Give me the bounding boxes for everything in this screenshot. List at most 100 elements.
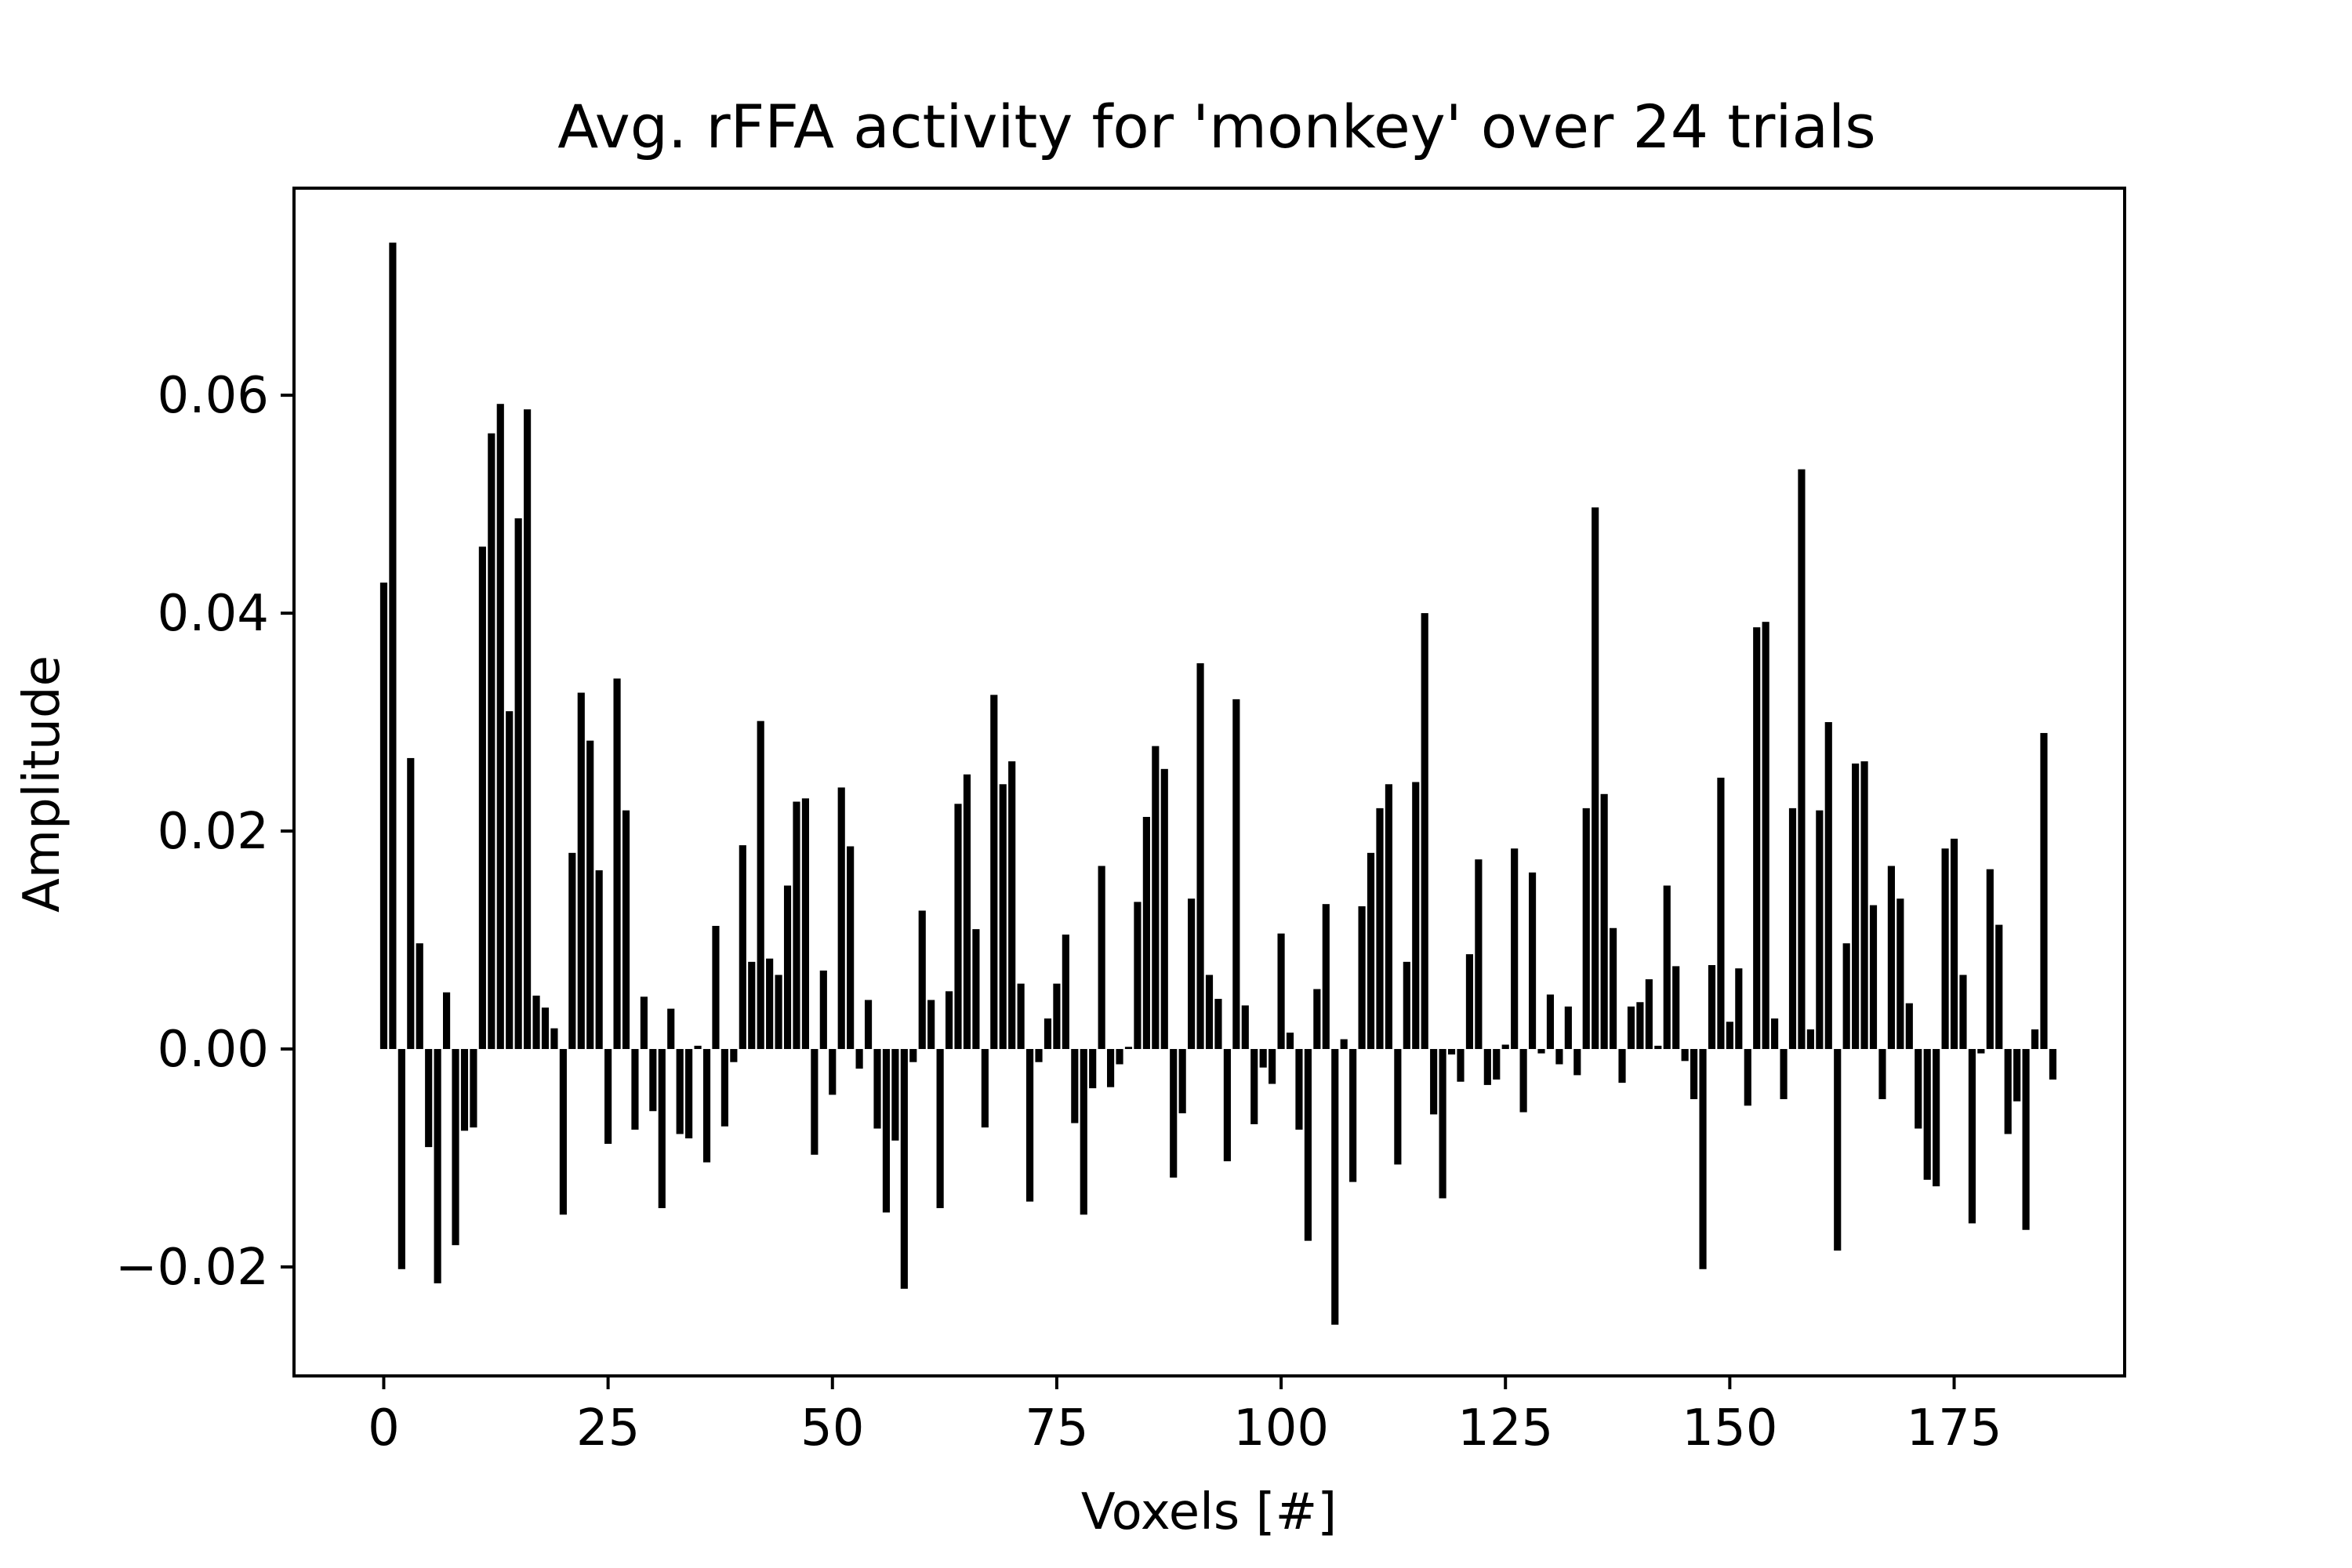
y-axis-label: Amplitude bbox=[13, 655, 71, 913]
bar-voxel-142 bbox=[1654, 1045, 1662, 1050]
bar-voxel-70 bbox=[1008, 761, 1016, 1050]
bar-voxel-74 bbox=[1044, 1018, 1052, 1050]
bar-voxel-71 bbox=[1017, 983, 1025, 1050]
bar-voxel-156 bbox=[1780, 1049, 1788, 1099]
bar-voxel-13 bbox=[496, 404, 504, 1050]
bar-voxel-171 bbox=[1915, 1049, 1922, 1129]
x-tick-label: 125 bbox=[1457, 1399, 1553, 1457]
y-tick-label: 0.00 bbox=[158, 1021, 270, 1079]
bar-voxel-42 bbox=[757, 720, 764, 1050]
bar-voxel-126 bbox=[1511, 848, 1519, 1050]
bar-voxel-162 bbox=[1834, 1049, 1842, 1251]
bar-voxel-7 bbox=[443, 992, 451, 1050]
bar-voxel-48 bbox=[811, 1049, 818, 1155]
bar-voxel-157 bbox=[1788, 808, 1797, 1050]
bar-voxel-175 bbox=[1950, 838, 1958, 1050]
bar-voxel-111 bbox=[1376, 808, 1384, 1050]
bar-voxel-12 bbox=[488, 433, 495, 1050]
bar-voxel-174 bbox=[1941, 848, 1949, 1050]
bar-voxel-104 bbox=[1313, 989, 1321, 1050]
bar-voxel-64 bbox=[954, 804, 962, 1050]
bar-voxel-141 bbox=[1645, 979, 1653, 1050]
bar-voxel-2 bbox=[397, 1049, 405, 1269]
bar-voxel-69 bbox=[999, 784, 1007, 1050]
bar-voxel-125 bbox=[1501, 1044, 1509, 1050]
bar-voxel-60 bbox=[918, 910, 926, 1050]
bar-voxel-107 bbox=[1340, 1039, 1348, 1050]
bar-voxel-136 bbox=[1600, 793, 1608, 1050]
bar-voxel-178 bbox=[1977, 1049, 1985, 1054]
bar-voxel-24 bbox=[595, 870, 603, 1050]
bar-voxel-138 bbox=[1618, 1049, 1626, 1083]
bar-voxel-6 bbox=[434, 1049, 441, 1283]
bar-voxel-28 bbox=[631, 1049, 639, 1130]
bar-voxel-159 bbox=[1806, 1029, 1814, 1050]
bar-voxel-127 bbox=[1519, 1049, 1527, 1112]
bar-voxel-65 bbox=[963, 774, 971, 1050]
bar-voxel-148 bbox=[1708, 965, 1716, 1050]
bar-voxel-16 bbox=[524, 409, 532, 1050]
bar-voxel-97 bbox=[1250, 1049, 1258, 1124]
bar-voxel-49 bbox=[819, 970, 827, 1050]
bar-voxel-4 bbox=[416, 943, 423, 1050]
bar-voxel-135 bbox=[1592, 507, 1599, 1050]
bar-voxel-75 bbox=[1053, 983, 1061, 1050]
bar-voxel-83 bbox=[1124, 1047, 1133, 1050]
bar-voxel-180 bbox=[1995, 924, 2003, 1050]
bar-voxel-117 bbox=[1430, 1049, 1438, 1115]
bar-voxel-35 bbox=[694, 1045, 702, 1050]
bar-voxel-130 bbox=[1546, 994, 1555, 1050]
bar-voxel-86 bbox=[1152, 746, 1160, 1050]
bar-voxel-10 bbox=[470, 1049, 477, 1128]
chart-title: Avg. rFFA activity for 'monkey' over 24 … bbox=[557, 92, 1876, 162]
y-axis-ticks: −0.02 0.00 0.02 0.04 0.06 bbox=[115, 367, 294, 1297]
bar-voxel-124 bbox=[1493, 1049, 1501, 1080]
bar-voxel-131 bbox=[1555, 1049, 1563, 1065]
bar-voxel-164 bbox=[1852, 763, 1860, 1050]
bar-voxel-134 bbox=[1582, 808, 1590, 1050]
bar-voxel-50 bbox=[829, 1049, 837, 1095]
bar-voxel-51 bbox=[837, 787, 845, 1050]
bar-voxel-155 bbox=[1771, 1018, 1779, 1050]
bar-voxel-18 bbox=[541, 1007, 550, 1050]
bar-voxel-161 bbox=[1824, 722, 1832, 1050]
bar-voxel-177 bbox=[1968, 1049, 1976, 1224]
bar-voxel-173 bbox=[1933, 1049, 1940, 1187]
bar-voxel-103 bbox=[1304, 1049, 1312, 1241]
bar-voxel-59 bbox=[909, 1049, 917, 1062]
bar-voxel-114 bbox=[1403, 961, 1410, 1050]
bar-voxel-176 bbox=[1959, 975, 1967, 1050]
bar-voxel-128 bbox=[1528, 872, 1537, 1050]
bar-voxel-119 bbox=[1447, 1049, 1456, 1054]
bar-voxel-34 bbox=[685, 1049, 693, 1138]
bar-voxel-100 bbox=[1277, 933, 1285, 1050]
bar-voxel-109 bbox=[1358, 906, 1366, 1050]
bar-voxel-32 bbox=[667, 1008, 675, 1050]
bar-voxel-40 bbox=[739, 845, 746, 1050]
bar-voxel-57 bbox=[891, 1049, 899, 1141]
bar-voxel-91 bbox=[1196, 663, 1204, 1050]
bar-voxel-118 bbox=[1439, 1049, 1446, 1199]
bar-voxel-58 bbox=[900, 1049, 908, 1289]
bar-voxel-150 bbox=[1726, 1022, 1733, 1050]
bar-voxel-22 bbox=[577, 692, 585, 1050]
bar-voxel-186 bbox=[2049, 1049, 2057, 1080]
bar-voxel-26 bbox=[613, 678, 621, 1050]
bar-voxel-154 bbox=[1762, 622, 1769, 1050]
bar-voxel-53 bbox=[855, 1049, 863, 1069]
bar-voxel-76 bbox=[1062, 935, 1069, 1050]
bar-voxel-129 bbox=[1537, 1049, 1545, 1054]
bar-voxel-85 bbox=[1142, 816, 1150, 1050]
bar-voxel-99 bbox=[1269, 1049, 1276, 1084]
y-tick-label: 0.02 bbox=[158, 803, 270, 861]
bar-voxel-21 bbox=[568, 852, 576, 1050]
bar-voxel-54 bbox=[864, 1000, 873, 1050]
bar-voxel-160 bbox=[1816, 810, 1824, 1050]
bar-voxel-30 bbox=[649, 1049, 657, 1112]
y-tick-label: −0.02 bbox=[115, 1239, 269, 1297]
bar-voxel-170 bbox=[1905, 1003, 1913, 1050]
x-tick-label: 0 bbox=[368, 1399, 400, 1457]
x-tick-label: 150 bbox=[1682, 1399, 1777, 1457]
bar-voxel-144 bbox=[1672, 966, 1680, 1050]
